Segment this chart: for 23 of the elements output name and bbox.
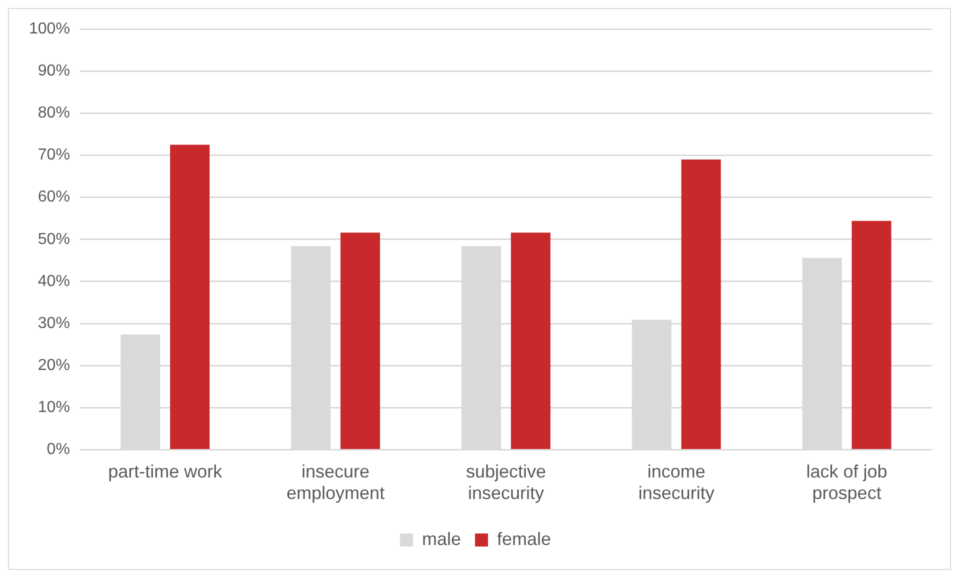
y-tick-label: 20% — [38, 357, 70, 374]
bar — [340, 232, 380, 450]
legend-label: male — [422, 528, 461, 549]
x-tick-label: lack of job prospect — [806, 462, 888, 504]
bar — [510, 232, 550, 450]
y-tick-label: 0% — [46, 441, 70, 458]
y-tick-label: 30% — [38, 314, 70, 332]
x-tick-label: part-time work — [108, 462, 224, 482]
y-tick-label: 70% — [38, 146, 70, 164]
y-tick-label: 80% — [38, 104, 70, 122]
bar — [170, 144, 210, 450]
y-tick-label: 10% — [38, 399, 70, 416]
y-tick-label: 40% — [38, 272, 70, 290]
legend-label: female — [496, 528, 552, 549]
y-tick-label: 100% — [29, 20, 70, 38]
y-tick-label: 90% — [38, 62, 70, 80]
bar — [681, 159, 721, 450]
y-tick-label: 60% — [38, 188, 70, 206]
bar — [852, 220, 892, 450]
x-tick-label: subjective insecurity — [466, 462, 546, 504]
x-tick-label: income insecurity — [638, 462, 714, 504]
x-tick-label: insecure employment — [286, 462, 385, 504]
y-tick-label: 50% — [38, 230, 70, 248]
